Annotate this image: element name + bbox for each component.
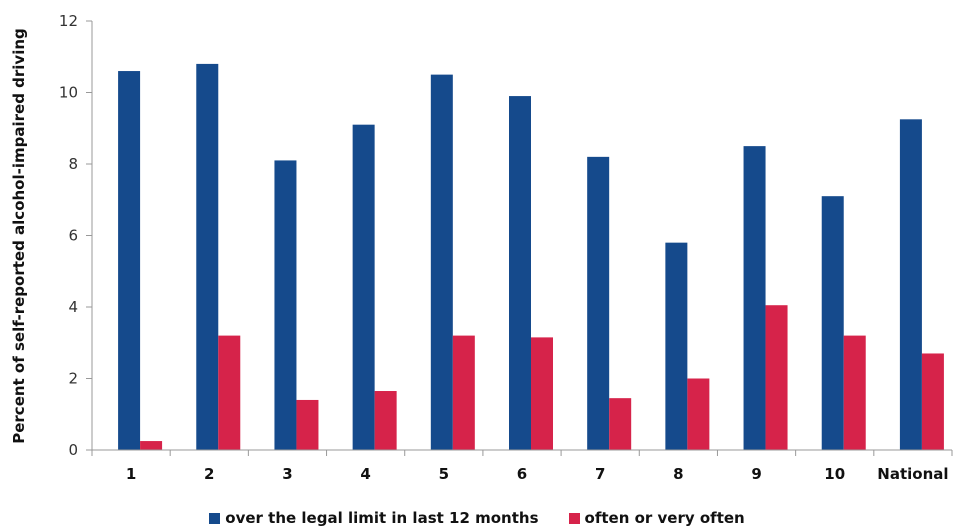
y-tick-label: 0: [68, 441, 78, 459]
bar-series-2-6: [531, 337, 553, 450]
legend-item-series-1: over the legal limit in last 12 months: [209, 509, 539, 527]
bar-series-2-National: [921, 353, 944, 450]
bar-series-2-3: [296, 399, 319, 450]
y-tick-label: 6: [68, 227, 78, 245]
bar-series-1-7: [587, 156, 610, 450]
x-tick-label: 8: [673, 465, 683, 483]
y-axis-label: Percent of self-reported alcohol-impaire…: [10, 28, 28, 444]
bar-series-2-2: [218, 335, 241, 450]
bar-series-1-2: [196, 63, 219, 451]
y-tick-label: 12: [59, 12, 78, 30]
bar-series-1-8: [665, 242, 688, 450]
legend-item-series-2: often or very often: [568, 509, 745, 527]
bar-series-2-7: [609, 398, 632, 450]
bar-series-2-8: [687, 378, 710, 450]
x-tick-label: 3: [282, 465, 292, 483]
legend-swatch-series-2: [568, 512, 580, 524]
legend-label-series-2: often or very often: [584, 509, 745, 527]
bar-series-2-5: [452, 335, 475, 450]
bar-series-2-10: [843, 335, 866, 450]
bar-series-1-9: [743, 146, 766, 450]
bars: [118, 63, 944, 451]
y-tick-label: 10: [59, 84, 78, 102]
bar-series-1-10: [821, 196, 844, 450]
x-axis: 1 2 3 4 5 6 7 8 9 10 National: [91, 449, 953, 483]
bar-series-1-3: [274, 160, 297, 451]
y-axis: 0 2 4 6 8 10 12: [59, 12, 93, 459]
bar-series-1-1: [118, 71, 141, 451]
bar-series-1-5: [430, 74, 453, 450]
legend: over the legal limit in last 12 months o…: [0, 505, 954, 531]
bar-series-2-1: [140, 441, 163, 450]
y-tick-label: 2: [68, 370, 78, 388]
y-tick-label: 4: [68, 298, 78, 316]
x-tick-label: National: [877, 465, 948, 483]
y-tick-label: 8: [68, 155, 78, 173]
legend-label-series-1: over the legal limit in last 12 months: [225, 509, 539, 527]
x-tick-label: 9: [751, 465, 761, 483]
x-tick-label: 6: [517, 465, 527, 483]
x-tick-label: 5: [439, 465, 449, 483]
bar-series-1-4: [352, 124, 375, 451]
x-tick-label: 7: [595, 465, 605, 483]
bar-series-2-9: [765, 305, 788, 450]
bar-series-2-4: [374, 391, 397, 450]
bar-series-1-National: [899, 119, 922, 450]
x-tick-label: 10: [824, 465, 845, 483]
bar-series-1-6: [509, 96, 531, 450]
x-tick-label: 1: [126, 465, 136, 483]
x-tick-label: 2: [204, 465, 214, 483]
x-tick-label: 4: [360, 465, 370, 483]
legend-swatch-series-1: [209, 512, 221, 524]
